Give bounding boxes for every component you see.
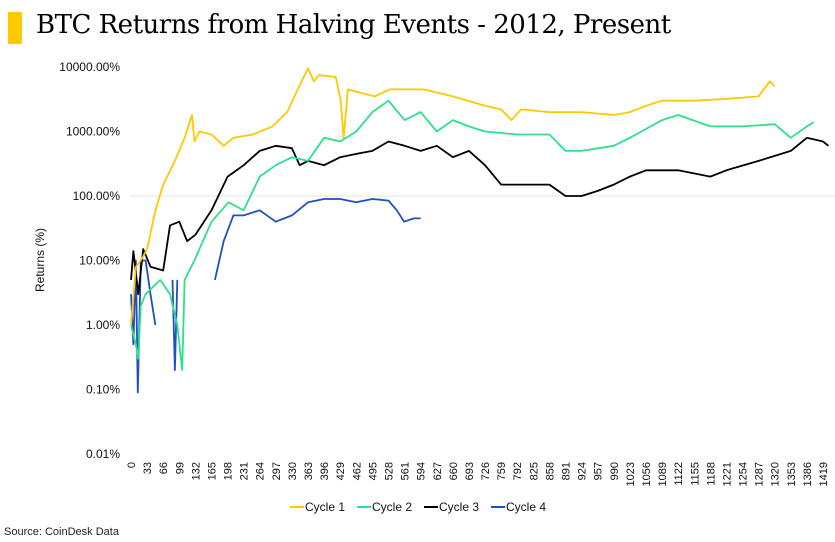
x-tick-label: 990 — [609, 462, 621, 480]
y-tick-label: 10.00% — [79, 254, 120, 268]
x-tick-label: 462 — [351, 462, 363, 480]
x-tick-label: 1320 — [770, 462, 782, 486]
x-tick-label: 132 — [190, 462, 202, 480]
x-tick-label: 1287 — [754, 462, 766, 486]
x-tick-label: 759 — [496, 462, 508, 480]
legend-label: Cycle 4 — [506, 500, 546, 514]
x-tick-label: 363 — [303, 462, 315, 480]
x-tick-label: 1221 — [721, 462, 733, 486]
x-tick-label: 429 — [335, 462, 347, 480]
x-tick-label: 1089 — [657, 462, 669, 486]
y-axis-label: Returns (%) — [33, 228, 47, 292]
legend-item: Cycle 1 — [290, 500, 345, 514]
x-tick-label: 264 — [255, 462, 267, 480]
legend-label: Cycle 2 — [372, 500, 412, 514]
x-tick-label: 330 — [287, 462, 299, 480]
x-tick-label: 1353 — [786, 462, 798, 486]
series-line-cycle-3 — [130, 136, 829, 296]
x-tick-label: 627 — [432, 462, 444, 480]
x-tick-label: 99 — [174, 462, 186, 474]
x-tick-label: 198 — [223, 462, 235, 480]
x-tick-label: 1122 — [673, 462, 685, 486]
x-tick-label: 792 — [512, 462, 524, 480]
y-tick-label: 0.10% — [86, 383, 120, 397]
x-tick-label: 561 — [400, 462, 412, 480]
y-tick-label: 100.00% — [73, 189, 121, 203]
x-tick-label: 1188 — [705, 462, 717, 486]
x-tick-label: 726 — [480, 462, 492, 480]
x-tick-label: 594 — [416, 462, 428, 480]
chart-title: BTC Returns from Halving Events - 2012, … — [36, 10, 671, 40]
series-line-cycle-1 — [130, 67, 776, 326]
source-note: Source: CoinDesk Data — [4, 526, 119, 538]
x-tick-label: 924 — [577, 462, 589, 480]
legend-label: Cycle 3 — [439, 500, 479, 514]
x-tick-label: 165 — [206, 462, 218, 480]
x-tick-label: 1056 — [641, 462, 653, 486]
x-tick-label: 297 — [271, 462, 283, 480]
x-tick-label: 891 — [561, 462, 573, 480]
x-tick-label: 396 — [319, 462, 331, 480]
x-tick-label: 1254 — [738, 462, 750, 486]
x-tick-label: 957 — [593, 462, 605, 480]
x-tick-label: 1419 — [818, 462, 830, 486]
x-tick-label: 693 — [464, 462, 476, 480]
y-tick-label: 1.00% — [86, 318, 120, 332]
x-tick-label: 1386 — [802, 462, 814, 486]
y-tick-label: 10000.00% — [59, 60, 120, 74]
x-tick-label: 858 — [544, 462, 556, 480]
x-tick-label: 528 — [383, 462, 395, 480]
x-tick-label: 231 — [239, 462, 251, 480]
legend-item: Cycle 2 — [357, 500, 412, 514]
legend-item: Cycle 3 — [424, 500, 479, 514]
title-accent-bar — [8, 12, 22, 44]
series-line-cycle-4 — [130, 198, 421, 394]
series-line-cycle-2 — [130, 99, 815, 371]
x-tick-label: 660 — [448, 462, 460, 480]
x-tick-label: 495 — [367, 462, 379, 480]
x-tick-label: 1023 — [625, 462, 637, 486]
y-tick-label: 1000.00% — [66, 125, 120, 139]
x-tick-label: 66 — [158, 462, 170, 474]
y-tick-label: 0.01% — [86, 447, 120, 461]
legend-item: Cycle 4 — [491, 500, 546, 514]
legend-label: Cycle 1 — [305, 500, 345, 514]
x-tick-label: 33 — [142, 462, 154, 474]
x-tick-label: 0 — [126, 462, 138, 468]
x-tick-label: 825 — [528, 462, 540, 480]
x-tick-label: 1155 — [689, 462, 701, 486]
